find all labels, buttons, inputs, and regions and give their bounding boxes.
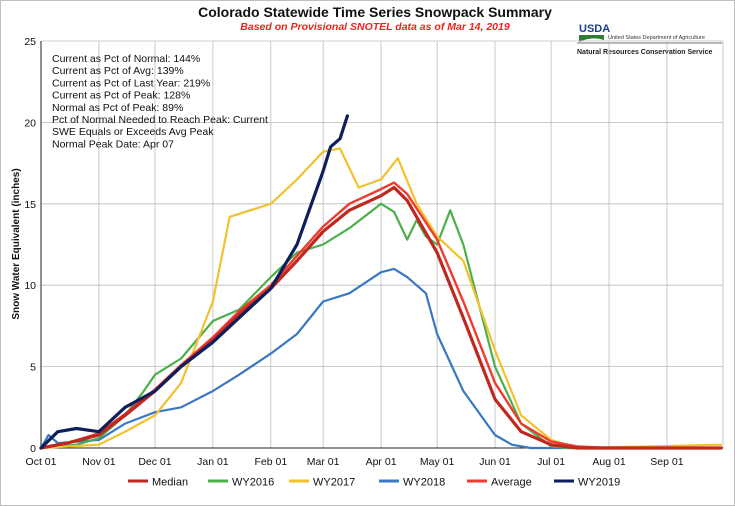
x-tick-label: Feb 01 [254,456,287,468]
x-tick-label: Apr 01 [366,456,397,468]
stats-line: Normal Peak Date: Apr 07 [52,138,174,150]
stats-line: Pct of Normal Needed to Reach Peak: Curr… [52,114,268,126]
x-tick-label: Nov 01 [82,456,115,468]
x-tick-label: Sep 01 [650,456,683,468]
x-tick-label: Mar 01 [307,456,340,468]
y-tick-label: 0 [30,443,36,455]
y-tick-label: 20 [24,117,36,129]
y-tick-label: 15 [24,199,36,211]
usda-service: Natural Resources Conservation Service [577,49,712,56]
usda-department: United States Department of Agriculture [608,35,705,41]
chart-subtitle: Based on Provisional SNOTEL data as of M… [240,21,510,33]
y-axis-label: Snow Water Equivalent (inches) [11,168,22,319]
stats-line: SWE Equals or Exceeds Avg Peak [52,126,214,138]
x-tick-label: Jan 01 [197,456,229,468]
legend-label-wy2018: WY2018 [403,477,445,489]
stats-line: Current as Pct of Peak: 128% [52,90,190,102]
usda-logo: USDA United States Department of Agricul… [577,23,722,56]
plot-area: 0 5 10 15 20 25 Oct 01 Nov 01 Dec 01 Jan 01 Feb 01… [24,36,724,468]
series-line-wy2019 [39,114,349,450]
legend-label-wy2019: WY2019 [578,477,620,489]
x-tick-label: Oct 01 [26,456,57,468]
x-tick-label: May 01 [420,456,455,468]
stats-line: Normal as Pct of Peak: 89% [52,102,183,114]
usda-logo-text: USDA [579,23,610,35]
x-tick-label: Jul 01 [537,456,565,468]
series-line-wy2017 [39,147,723,450]
legend-label-median: Median [152,477,188,489]
legend: Median WY2016 WY2017 WY2018 Average WY2019 [128,477,620,489]
stats-line: Current as Pct of Last Year: 219% [52,77,210,89]
x-tick-label: Dec 01 [138,456,171,468]
y-tick-label: 5 [30,362,36,374]
y-tick-label: 25 [24,36,36,48]
legend-label-average: Average [491,477,532,489]
series-line-wy2018 [39,267,723,450]
legend-label-wy2017: WY2017 [313,477,355,489]
stats-line: Current as Pct of Avg: 139% [52,65,184,77]
series-line-median [39,185,723,450]
usda-logo-field-icon [579,35,604,42]
chart-title: Colorado Statewide Time Series Snowpack … [198,4,552,20]
y-tick-label: 10 [24,280,36,292]
series-line-wy2016 [39,202,723,450]
legend-label-wy2016: WY2016 [232,477,274,489]
stats-line: Current as Pct of Normal: 144% [52,53,200,65]
stats-box: Current as Pct of Normal: 144%Current as… [52,53,268,150]
x-tick-label: Aug 01 [592,456,625,468]
x-tick-label: Jun 01 [479,456,511,468]
